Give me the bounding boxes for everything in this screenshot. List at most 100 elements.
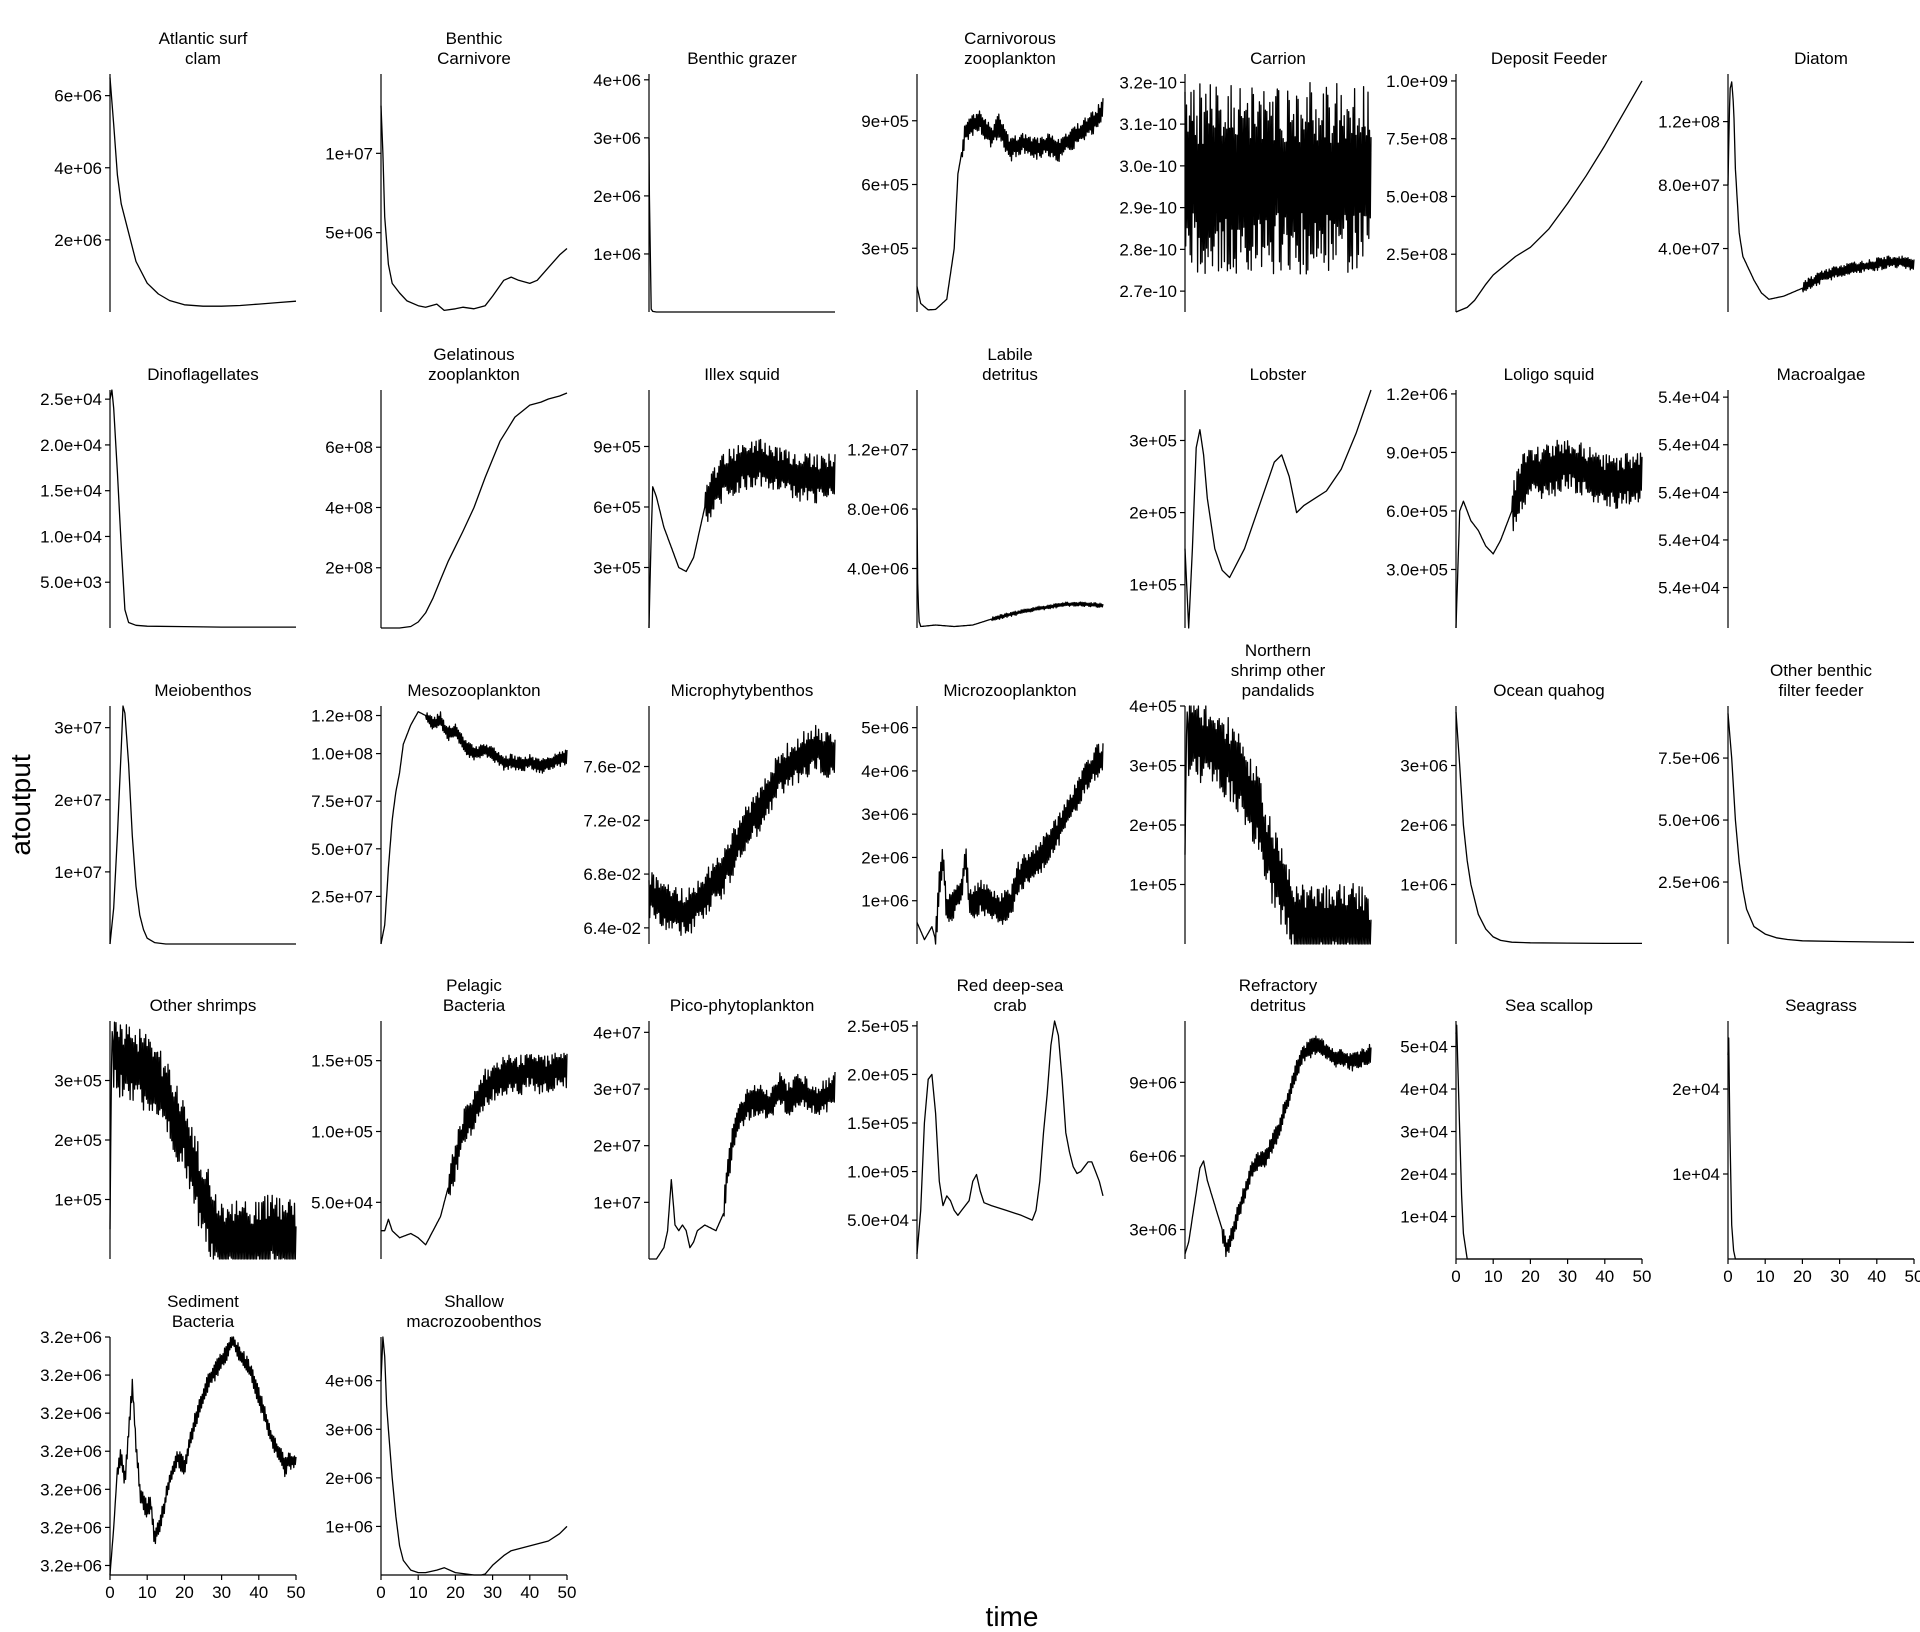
y-tick-label: 5e+04 — [1400, 1038, 1448, 1057]
panel-title: macrozoobenthos — [406, 1312, 541, 1331]
y-tick-label: 1e+05 — [1129, 876, 1177, 895]
x-tick-label: 20 — [175, 1583, 194, 1602]
y-tick-label: 1.0e+08 — [311, 745, 373, 764]
y-tick-label: 2e+05 — [1129, 504, 1177, 523]
x-tick-label: 50 — [1905, 1267, 1920, 1286]
facet-panel: Ocean quahog 1e+06 2e+06 3e+06 — [1400, 681, 1642, 945]
y-tick-label: 1.0e+05 — [847, 1163, 909, 1182]
facet-panel: Sea scallop 1e+04 2e+04 3e+04 4e+04 5e+04 0 10 2… — [1400, 996, 1651, 1286]
y-tick-label: 2e+04 — [1672, 1080, 1720, 1099]
x-tick-label: 40 — [520, 1583, 539, 1602]
panel-title: Bacteria — [172, 1312, 235, 1331]
panel-title: Gelatinous — [433, 345, 514, 364]
y-tick-label: 1.5e+04 — [40, 482, 102, 501]
panel-title: Seagrass — [1785, 996, 1857, 1015]
y-tick-label: 5e+06 — [861, 719, 909, 738]
y-tick-label: 2.0e+04 — [40, 436, 102, 455]
y-tick-label: 3.2e+06 — [40, 1404, 102, 1423]
y-tick-label: 5.0e+04 — [311, 1193, 373, 1212]
panel-title: Shallow — [444, 1292, 504, 1311]
panel-title: filter feeder — [1778, 681, 1863, 700]
series-line — [380, 105, 568, 312]
y-tick-label: 8.0e+06 — [847, 500, 909, 519]
facet-panel: Deposit Feeder 2.5e+08 5.0e+08 7.5e+08 1.0e+… — [1386, 49, 1643, 313]
y-tick-label: 4e+06 — [325, 1372, 373, 1391]
x-tick-label: 50 — [1633, 1267, 1652, 1286]
x-tick-label: 50 — [558, 1583, 577, 1602]
y-tick-label: 2.5e+08 — [1386, 245, 1448, 264]
x-tick-label: 30 — [483, 1583, 502, 1602]
y-tick-label: 6.0e+05 — [1386, 502, 1448, 521]
series-line — [1455, 439, 1643, 629]
y-tick-label: 3e+06 — [1400, 757, 1448, 776]
x-axis-label: time — [986, 1601, 1039, 1632]
x-tick-label: 40 — [1867, 1267, 1886, 1286]
panel-title: Pico-phytoplankton — [670, 996, 815, 1015]
y-tick-label: 2e+06 — [593, 187, 641, 206]
facet-panel: Illex squid 3e+05 6e+05 9e+05 — [593, 365, 836, 629]
y-tick-label: 6.4e-02 — [583, 919, 641, 938]
x-tick-label: 10 — [138, 1583, 157, 1602]
series-line — [1184, 81, 1372, 275]
facet-panel: Microphytybenthos 6.4e-02 6.8e-02 7.2e-02 7.… — [583, 681, 836, 944]
y-tick-label: 7.5e+07 — [311, 792, 373, 811]
y-tick-label: 3e+07 — [54, 719, 102, 738]
y-tick-label: 3.2e-10 — [1119, 73, 1177, 92]
x-tick-label: 40 — [249, 1583, 268, 1602]
y-tick-label: 5.0e+06 — [1658, 811, 1720, 830]
series-line — [916, 508, 1104, 628]
series-line — [1727, 713, 1915, 943]
y-tick-label: 2.8e-10 — [1119, 240, 1177, 259]
series-line — [381, 1052, 568, 1246]
panel-title: Meiobenthos — [154, 681, 251, 700]
series-line — [109, 1336, 297, 1576]
panel-title: Atlantic surf — [159, 29, 248, 48]
x-tick-label: 50 — [287, 1583, 306, 1602]
y-tick-label: 6e+08 — [325, 438, 373, 457]
y-tick-label: 1e+04 — [1400, 1208, 1448, 1227]
y-tick-label: 3e+04 — [1400, 1123, 1448, 1142]
facet-panel: Dinoflagellates 5.0e+03 1.0e+04 1.5e+04 2.0e… — [40, 365, 296, 628]
panel-title: Mesozooplankton — [407, 681, 540, 700]
x-tick-label: 10 — [1756, 1267, 1775, 1286]
y-tick-label: 3.2e+06 — [40, 1480, 102, 1499]
y-tick-label: 3.2e+06 — [40, 1366, 102, 1385]
y-tick-label: 1.0e+09 — [1386, 72, 1448, 91]
series-line — [109, 705, 296, 945]
panel-title: Pelagic — [446, 976, 502, 995]
x-tick-label: 20 — [1521, 1267, 1540, 1286]
y-tick-label: 3e+06 — [861, 805, 909, 824]
y-tick-label: 6e+05 — [861, 176, 909, 195]
y-tick-label: 6.8e-02 — [583, 865, 641, 884]
y-tick-label: 2e+05 — [54, 1131, 102, 1150]
y-tick-label: 2e+06 — [861, 848, 909, 867]
y-tick-label: 1.2e+08 — [311, 707, 373, 726]
y-tick-label: 6e+05 — [593, 498, 641, 517]
series-line — [380, 711, 568, 945]
y-tick-label: 9e+05 — [861, 112, 909, 131]
panel-title: detritus — [982, 365, 1038, 384]
y-tick-label: 2.7e-10 — [1119, 282, 1177, 301]
y-tick-label: 3.2e+06 — [40, 1518, 102, 1537]
y-tick-label: 1e+06 — [861, 892, 909, 911]
panel-title: Labile — [987, 345, 1032, 364]
y-tick-label: 2e+07 — [54, 791, 102, 810]
series-line — [109, 77, 297, 307]
facet-panel: Other shrimps 1e+05 2e+05 3e+05 — [54, 996, 297, 1260]
facet-panel: Meiobenthos 1e+07 2e+07 3e+07 — [54, 681, 296, 945]
y-tick-label: 2e+07 — [593, 1137, 641, 1156]
y-tick-label: 2.0e+05 — [847, 1065, 909, 1084]
facet-panel: Mesozooplankton 2.5e+07 5.0e+07 7.5e+07 1.0e… — [311, 681, 568, 945]
y-tick-label: 2e+06 — [54, 231, 102, 250]
y-tick-label: 2.9e-10 — [1119, 199, 1177, 218]
y-tick-label: 3e+06 — [593, 129, 641, 148]
panel-title: zooplankton — [964, 49, 1056, 68]
panel-title: shrimp other — [1231, 661, 1326, 680]
y-tick-label: 5.4e+04 — [1658, 388, 1720, 407]
y-tick-label: 3.0e+05 — [1386, 560, 1448, 579]
y-tick-label: 9e+05 — [593, 437, 641, 456]
y-tick-label: 3e+05 — [593, 558, 641, 577]
